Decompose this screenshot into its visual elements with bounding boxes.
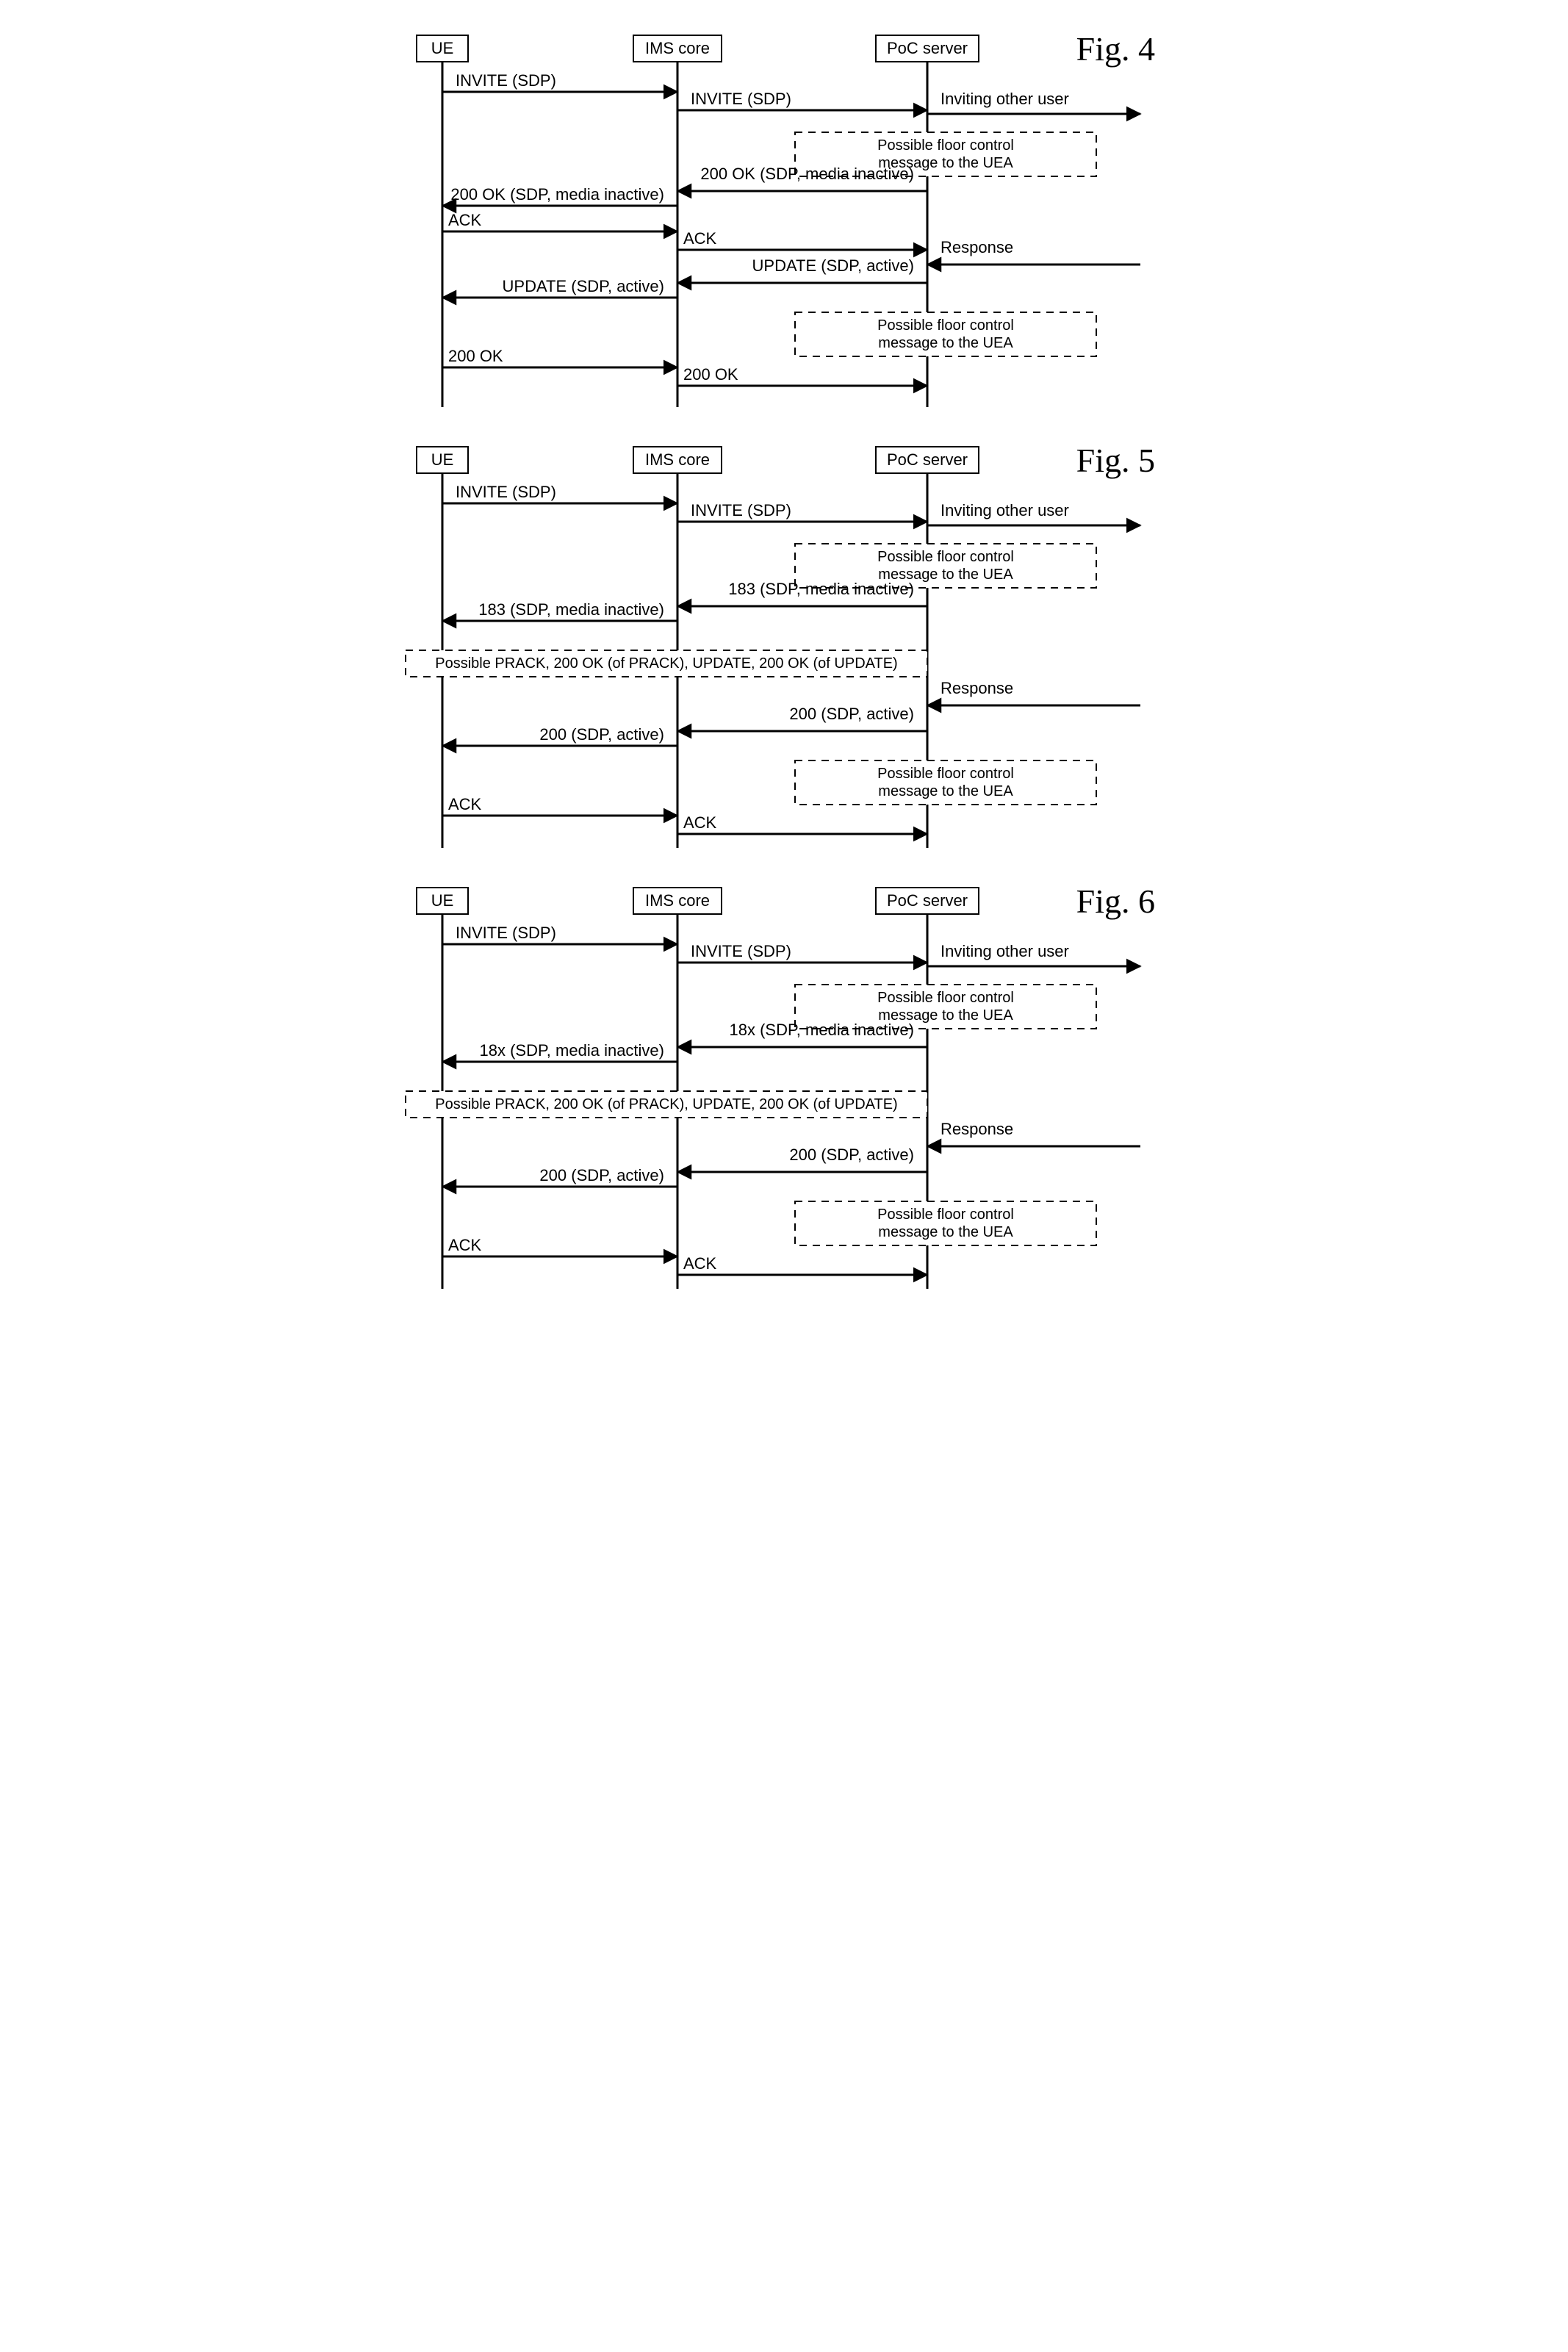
- fig4-container: UE IMS core PoC server Fig. 4 INVITE (SDP) IN…: [398, 29, 1170, 411]
- fig4: UE IMS core PoC server Fig. 4 INVITE (SDP) IN…: [398, 29, 1170, 411]
- ue-label: UE: [431, 450, 454, 469]
- fig4-step10-label: UPDATE (SDP, active): [503, 277, 664, 295]
- poc-label: PoC server: [887, 39, 968, 57]
- diagram-page: UE IMS core PoC server Fig. 4 INVITE (SDP) IN…: [398, 29, 1170, 1293]
- fig5-step10-line0: Possible floor control: [877, 766, 1014, 782]
- ims-label: IMS core: [645, 891, 710, 910]
- fig4-step1-label: INVITE (SDP): [691, 90, 791, 108]
- fig4-step4-label: 200 OK (SDP, media inactive): [700, 165, 914, 183]
- fig6-container: UE IMS core PoC server Fig. 6 INVITE (SDP) IN…: [398, 882, 1170, 1293]
- fig5-step3-line0: Possible floor control: [877, 549, 1014, 565]
- fig4-step11-line1: message to the UEA: [878, 335, 1013, 351]
- fig4-step8-label: Response: [941, 238, 1013, 256]
- fig6-step4-label: 18x (SDP, media inactive): [730, 1021, 915, 1039]
- fig5-label: Fig. 5: [1076, 442, 1155, 479]
- fig4-step2-label: Inviting other user: [941, 90, 1069, 108]
- ims-label: IMS core: [645, 450, 710, 469]
- fig5-step5-label: 183 (SDP, media inactive): [478, 600, 664, 619]
- fig6-step11-label: ACK: [448, 1236, 482, 1254]
- fig5-step4-label: 183 (SDP, media inactive): [728, 580, 914, 598]
- fig5-step9-label: 200 (SDP, active): [539, 725, 664, 744]
- fig6-step0-label: INVITE (SDP): [456, 924, 556, 942]
- fig6-label: Fig. 6: [1076, 882, 1155, 920]
- fig4-step3-line0: Possible floor control: [877, 137, 1014, 154]
- fig6-step3-line0: Possible floor control: [877, 990, 1014, 1006]
- fig6-step7-label: Response: [941, 1120, 1013, 1138]
- fig5-container: UE IMS core PoC server Fig. 5 INVITE (SDP) IN…: [398, 441, 1170, 852]
- fig6-step1-label: INVITE (SDP): [691, 942, 791, 960]
- fig5-step0-label: INVITE (SDP): [456, 483, 556, 501]
- fig4-step13-label: 200 OK: [683, 365, 738, 384]
- fig6-step12-label: ACK: [683, 1254, 717, 1273]
- fig4-step9-label: UPDATE (SDP, active): [752, 256, 914, 275]
- fig5: UE IMS core PoC server Fig. 5 INVITE (SDP) IN…: [398, 441, 1170, 852]
- fig4-step7-label: ACK: [683, 229, 717, 248]
- fig6: UE IMS core PoC server Fig. 6 INVITE (SDP) IN…: [398, 882, 1170, 1293]
- poc-label: PoC server: [887, 891, 968, 910]
- fig5-step11-label: ACK: [448, 795, 482, 813]
- fig4-step0-label: INVITE (SDP): [456, 71, 556, 90]
- fig5-step6-line0: Possible PRACK, 200 OK (of PRACK), UPDAT…: [435, 655, 897, 672]
- poc-label: PoC server: [887, 450, 968, 469]
- fig5-step12-label: ACK: [683, 813, 717, 832]
- fig4-label: Fig. 4: [1076, 30, 1155, 68]
- ue-label: UE: [431, 39, 454, 57]
- fig5-step7-label: Response: [941, 679, 1013, 697]
- fig5-step2-label: Inviting other user: [941, 501, 1069, 519]
- fig4-step12-label: 200 OK: [448, 347, 503, 365]
- ue-label: UE: [431, 891, 454, 910]
- fig4-step11-line0: Possible floor control: [877, 317, 1014, 334]
- ims-label: IMS core: [645, 39, 710, 57]
- fig6-step5-label: 18x (SDP, media inactive): [480, 1041, 665, 1060]
- fig6-step9-label: 200 (SDP, active): [539, 1166, 664, 1184]
- fig6-step2-label: Inviting other user: [941, 942, 1069, 960]
- fig5-step10-line1: message to the UEA: [878, 783, 1013, 799]
- fig6-step10-line0: Possible floor control: [877, 1206, 1014, 1223]
- fig6-step10-line1: message to the UEA: [878, 1224, 1013, 1240]
- fig4-step6-label: ACK: [448, 211, 482, 229]
- fig6-step8-label: 200 (SDP, active): [789, 1146, 914, 1164]
- fig4-step5-label: 200 OK (SDP, media inactive): [450, 185, 664, 204]
- fig6-step6-line0: Possible PRACK, 200 OK (of PRACK), UPDAT…: [435, 1096, 897, 1112]
- fig5-step8-label: 200 (SDP, active): [789, 705, 914, 723]
- fig5-step1-label: INVITE (SDP): [691, 501, 791, 519]
